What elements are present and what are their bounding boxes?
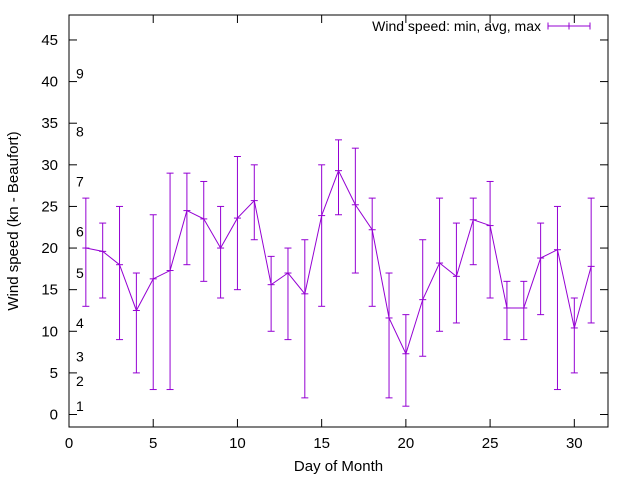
y-tick-label: 0 (50, 407, 58, 424)
y-tick-label: 10 (41, 323, 58, 340)
y-tick-label: 15 (41, 282, 58, 299)
beaufort-label: 1 (76, 398, 84, 414)
x-axis-title: Day of Month (294, 458, 383, 475)
y-tick-label: 5 (50, 365, 58, 382)
beaufort-label: 4 (76, 315, 84, 331)
x-tick-label: 25 (482, 435, 499, 452)
y-tick-label: 45 (41, 32, 58, 49)
beaufort-label: 9 (76, 65, 84, 81)
avg-line (85, 169, 592, 356)
x-tick-label: 15 (313, 435, 330, 452)
beaufort-label: 7 (76, 173, 84, 189)
y-tick-label: 25 (41, 198, 58, 215)
y-tick-label: 40 (41, 74, 58, 91)
y-axis-title: Wind speed (kn - Beaufort) (5, 131, 22, 310)
legend: Wind speed: min, avg, max (372, 18, 591, 34)
x-tick-label: 10 (229, 435, 246, 452)
plot-frame (68, 14, 609, 428)
beaufort-label: 2 (76, 373, 84, 389)
beaufort-label: 5 (76, 265, 84, 281)
beaufort-label: 8 (76, 124, 84, 140)
y-tick-label: 35 (41, 115, 58, 132)
x-tick-label: 30 (566, 435, 583, 452)
x-tick-label: 0 (65, 435, 73, 452)
legend-label: Wind speed: min, avg, max (372, 18, 541, 34)
beaufort-label: 6 (76, 223, 84, 239)
x-tick-label: 5 (149, 435, 157, 452)
y-tick-label: 30 (41, 157, 58, 174)
y-tick-label: 20 (41, 240, 58, 257)
beaufort-label: 3 (76, 348, 84, 364)
x-tick-label: 20 (398, 435, 415, 452)
